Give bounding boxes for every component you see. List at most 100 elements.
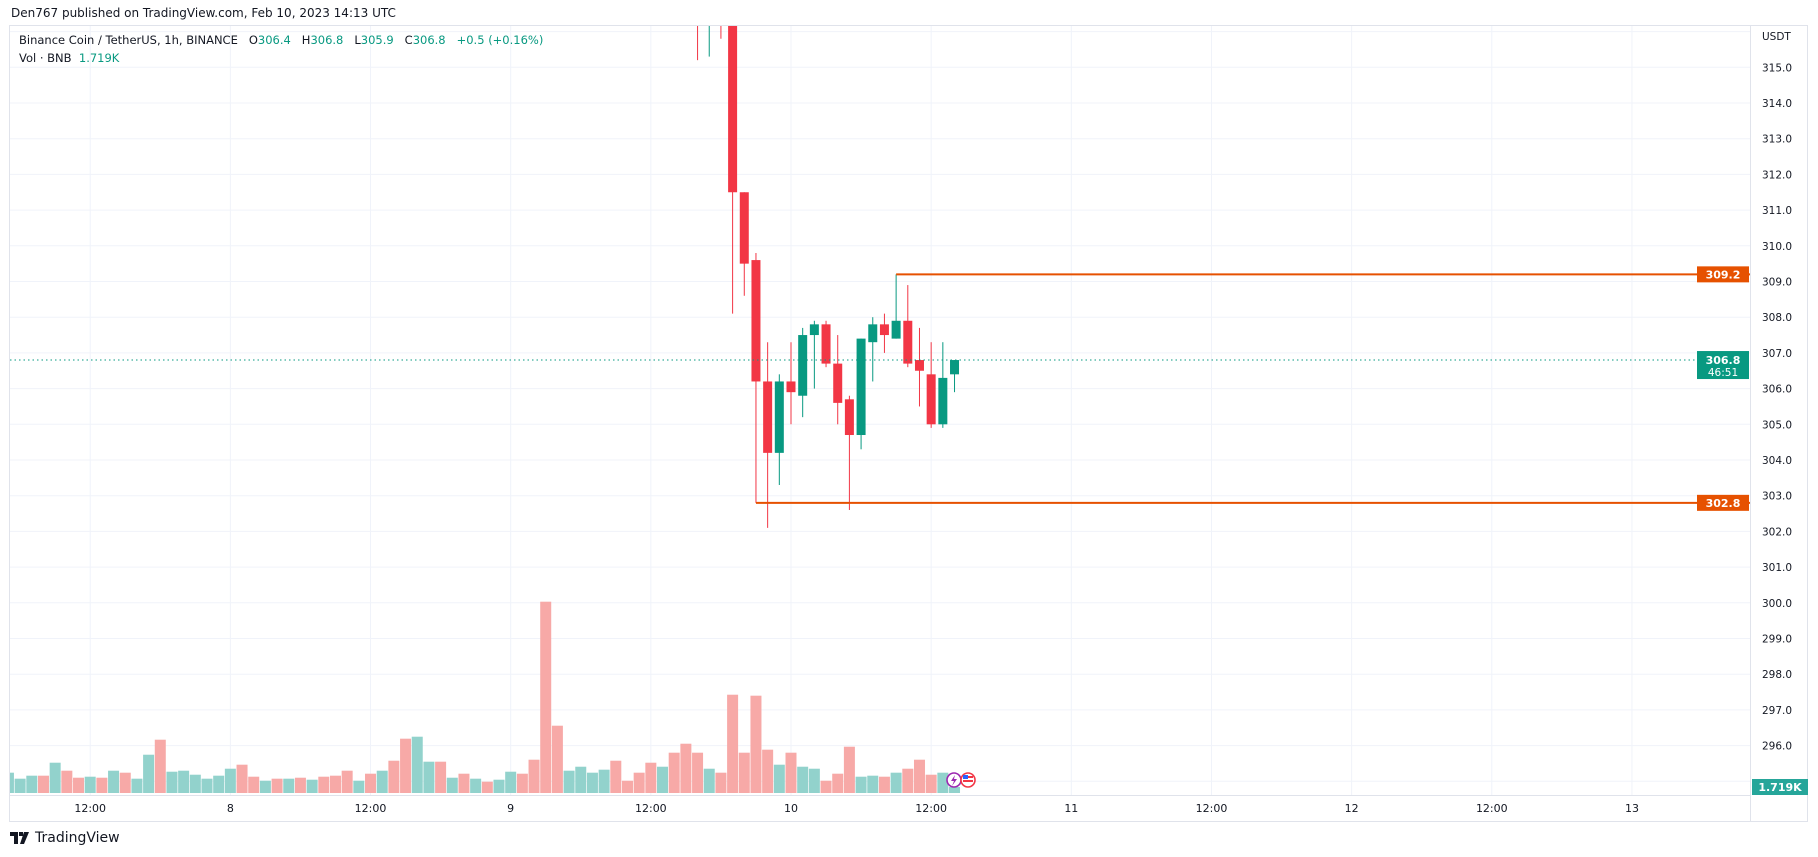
time-tick-label: 12:00 [355, 802, 387, 815]
volume-bar [423, 761, 435, 793]
axis-price-labels: 309.2 302.8 306.846:51 1.719K [1697, 266, 1808, 795]
time-tick-label: 12:00 [1196, 802, 1228, 815]
bar-countdown-label: 46:51 [1708, 367, 1738, 379]
price-tick-label: 298.0 [1762, 669, 1792, 681]
volume-bar [10, 772, 14, 793]
volume-bars [10, 601, 961, 793]
volume-bar [773, 764, 785, 793]
volume-bar [937, 772, 949, 793]
volume-bar [224, 768, 236, 793]
volume-bar [668, 752, 680, 793]
candle-body [856, 338, 866, 436]
time-tick-label: 12:00 [74, 802, 106, 815]
volume-bar [213, 775, 225, 793]
price-tick-label: 310.0 [1762, 241, 1792, 253]
volume-legend[interactable]: Vol · BNB 1.719K [19, 51, 119, 65]
volume-bar [376, 770, 388, 793]
candle-body [938, 377, 948, 425]
level-price-label: 309.2 [1706, 268, 1741, 281]
volume-bar [446, 777, 458, 793]
price-axis[interactable]: 315.0 314.0 313.0 312.0 311.0 310.0 309.0 308.0… [1762, 62, 1792, 752]
flag-canton-icon [963, 775, 968, 779]
level-price-badge [1697, 494, 1749, 511]
volume-bar [540, 601, 552, 793]
volume-bar [586, 772, 598, 793]
volume-bar [388, 760, 400, 793]
volume-bar [26, 775, 38, 793]
price-tick-label: 306.0 [1762, 384, 1792, 396]
price-tick-label: 312.0 [1762, 169, 1792, 181]
currency-label: USDT [1762, 31, 1791, 43]
price-tick-label: 308.0 [1762, 312, 1792, 324]
candle-body [891, 320, 901, 339]
price-tick-label: 313.0 [1762, 134, 1792, 146]
volume-bar [902, 768, 914, 793]
volume-bar [61, 770, 73, 793]
low-label: L [354, 33, 361, 47]
volume-bar [400, 738, 412, 793]
last-volume-label: 1.719K [1758, 781, 1802, 794]
volume-bar [73, 777, 85, 793]
candle-body [950, 360, 960, 375]
volume-bar [621, 780, 633, 793]
volume-bar [551, 725, 563, 793]
tradingview-logo[interactable]: TradingView [10, 830, 120, 846]
level-price-badge [1697, 266, 1749, 283]
volume-bar [703, 768, 715, 793]
volume-bar [727, 694, 739, 793]
volume-bar [715, 772, 727, 793]
level-lines[interactable] [10, 273, 1750, 504]
volume-bar [271, 778, 283, 793]
price-tick-label: 315.0 [1762, 62, 1792, 74]
candle-body [798, 335, 808, 396]
time-tick-label: 11 [1064, 802, 1078, 815]
volume-bar [855, 776, 867, 793]
time-tick-label: 10 [784, 802, 798, 815]
volume-bar [84, 776, 96, 793]
volume-bar [294, 777, 306, 793]
volume-bar [49, 762, 61, 793]
price-tick-label: 296.0 [1762, 741, 1792, 753]
volume-bar [692, 752, 704, 793]
volume-bar [353, 780, 365, 793]
volume-bar [470, 778, 482, 793]
chart-frame [9, 25, 1808, 822]
volume-bar [867, 775, 879, 793]
tradingview-brand: TradingView [35, 830, 120, 846]
volume-bar [178, 770, 190, 793]
volume-bar [528, 759, 540, 793]
volume-bar [820, 780, 832, 793]
candles [697, 26, 960, 528]
volume-bar [843, 746, 855, 793]
volume-bar [329, 775, 341, 793]
volume-bar [435, 761, 447, 793]
close-value: 306.8 [412, 33, 446, 47]
candle-body [868, 324, 878, 343]
price-tick-label: 314.0 [1762, 98, 1792, 110]
volume-title[interactable]: Vol · BNB [19, 51, 72, 65]
symbol-title[interactable]: Binance Coin / TetherUS, 1h, BINANCE [19, 33, 238, 47]
price-tick-label: 305.0 [1762, 419, 1792, 431]
volume-bar [913, 759, 925, 793]
price-tick-label: 301.0 [1762, 562, 1792, 574]
volume-bar [598, 769, 610, 793]
time-tick-label: 12:00 [915, 802, 947, 815]
volume-value: 1.719K [78, 51, 120, 65]
last-price-label: 306.8 [1706, 354, 1741, 367]
time-tick-label: 12:00 [1476, 802, 1508, 815]
time-axis[interactable]: 12:00 8 12:00 9 12:00 10 12:00 11 12:00 12 12:00 13 [74, 802, 1639, 815]
symbol-legend[interactable]: Binance Coin / TetherUS, 1h, BINANCE O30… [19, 33, 543, 47]
volume-bar [516, 773, 528, 793]
candle-body [903, 320, 913, 364]
volume-bar [832, 773, 844, 793]
open-value: 306.4 [257, 33, 291, 47]
candle-body [751, 260, 761, 382]
price-tick-label: 300.0 [1762, 598, 1792, 610]
grid [10, 26, 1750, 795]
event-icons[interactable] [946, 772, 976, 788]
price-tick-label: 299.0 [1762, 634, 1792, 646]
volume-bar [890, 772, 902, 793]
price-tick-label: 311.0 [1762, 205, 1792, 217]
high-label: H [301, 33, 311, 47]
